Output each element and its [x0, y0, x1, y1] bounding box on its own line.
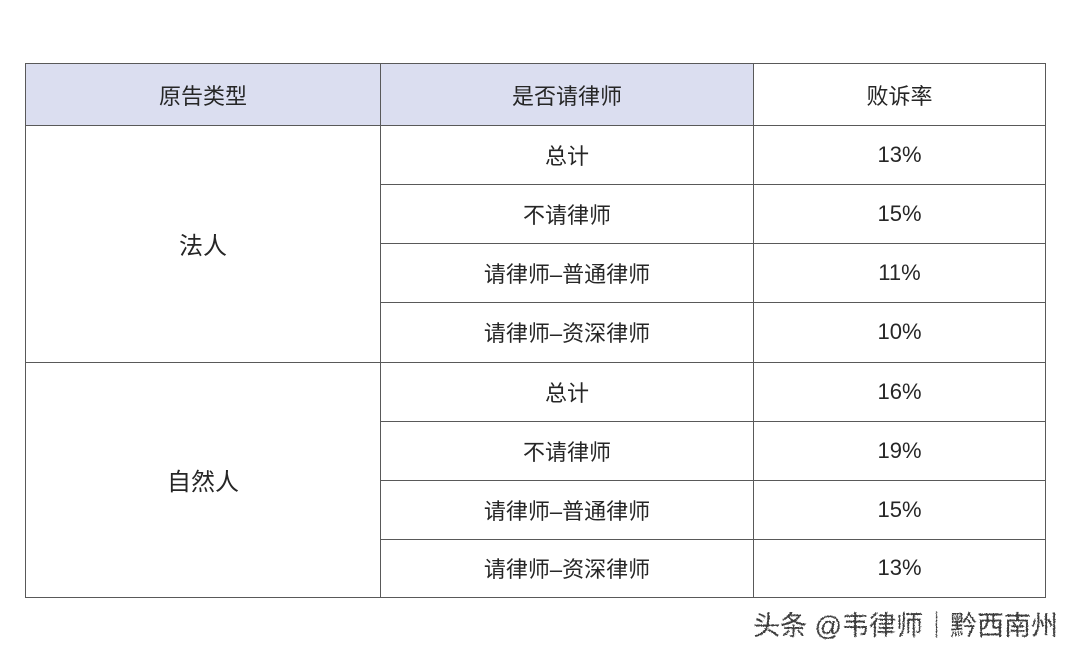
svg-text:头条 @韦律师｜黔西南州: 头条 @韦律师｜黔西南州	[753, 611, 1058, 641]
